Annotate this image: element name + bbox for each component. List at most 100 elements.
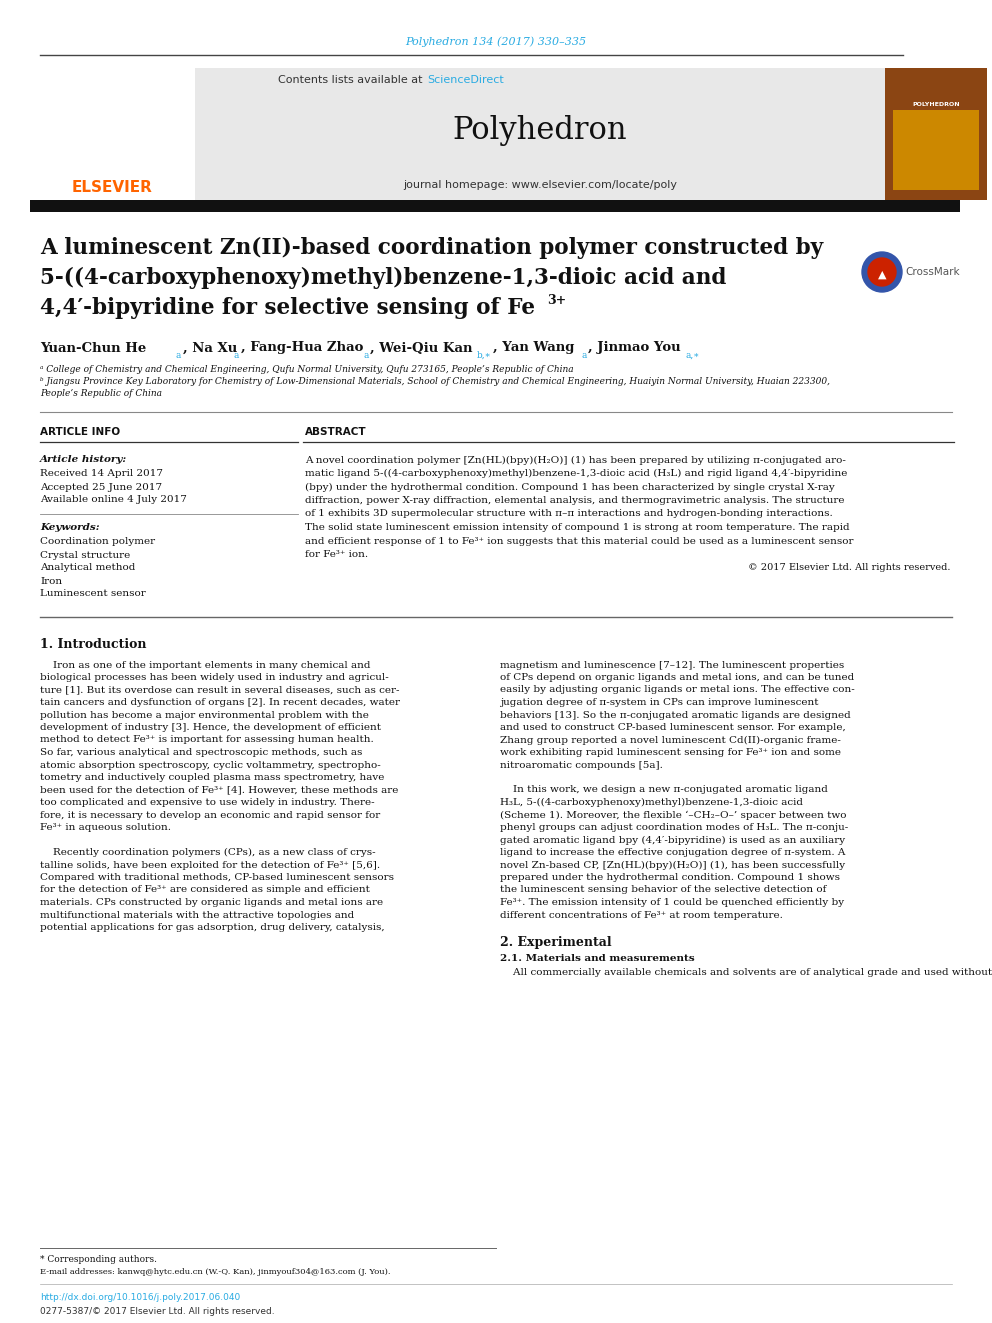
Text: ARTICLE INFO: ARTICLE INFO	[40, 427, 120, 437]
Text: development of industry [3]. Hence, the development of efficient: development of industry [3]. Hence, the …	[40, 722, 381, 732]
Bar	[30, 67, 195, 200]
Text: Yuan-Chun He: Yuan-Chun He	[40, 341, 146, 355]
Circle shape	[868, 258, 896, 286]
Text: jugation degree of π-system in CPs can improve luminescent: jugation degree of π-system in CPs can i…	[500, 699, 818, 706]
Text: Zhang group reported a novel luminescent Cd(II)-organic frame-: Zhang group reported a novel luminescent…	[500, 736, 841, 745]
Text: ᵃ College of Chemistry and Chemical Engineering, Qufu Normal University, Qufu 27: ᵃ College of Chemistry and Chemical Engi…	[40, 365, 573, 374]
Text: Iron: Iron	[40, 577, 62, 586]
Text: 0277-5387/© 2017 Elsevier Ltd. All rights reserved.: 0277-5387/© 2017 Elsevier Ltd. All right…	[40, 1307, 275, 1316]
Text: b,∗: b,∗	[477, 351, 492, 360]
Text: atomic absorption spectroscopy, cyclic voltammetry, spectropho-: atomic absorption spectroscopy, cyclic v…	[40, 761, 381, 770]
Text: and efficient response of 1 to Fe³⁺ ion suggests that this material could be use: and efficient response of 1 to Fe³⁺ ion …	[305, 537, 853, 545]
Text: 4,4′-bipyridine for selective sensing of Fe: 4,4′-bipyridine for selective sensing of…	[40, 296, 535, 319]
Text: potential applications for gas adsorption, drug delivery, catalysis,: potential applications for gas adsorptio…	[40, 923, 385, 931]
Text: behaviors [13]. So the π-conjugated aromatic ligands are designed: behaviors [13]. So the π-conjugated arom…	[500, 710, 851, 720]
Text: Coordination polymer: Coordination polymer	[40, 537, 155, 546]
Text: 2.1. Materials and measurements: 2.1. Materials and measurements	[500, 954, 694, 963]
Text: different concentrations of Fe³⁺ at room temperature.: different concentrations of Fe³⁺ at room…	[500, 910, 783, 919]
Text: , Na Xu: , Na Xu	[183, 341, 237, 355]
Text: © 2017 Elsevier Ltd. All rights reserved.: © 2017 Elsevier Ltd. All rights reserved…	[748, 564, 950, 573]
Text: of CPs depend on organic ligands and metal ions, and can be tuned: of CPs depend on organic ligands and met…	[500, 673, 854, 681]
Text: Available online 4 July 2017: Available online 4 July 2017	[40, 496, 186, 504]
Text: Polyhedron: Polyhedron	[452, 115, 627, 146]
Text: easily by adjusting organic ligands or metal ions. The effective con-: easily by adjusting organic ligands or m…	[500, 685, 855, 695]
Text: and used to construct CP-based luminescent sensor. For example,: and used to construct CP-based luminesce…	[500, 722, 846, 732]
Text: The solid state luminescent emission intensity of compound 1 is strong at room t: The solid state luminescent emission int…	[305, 523, 849, 532]
Text: * Corresponding authors.: * Corresponding authors.	[40, 1256, 157, 1265]
Text: (Scheme 1). Moreover, the flexible ‘–CH₂–O–’ spacer between two: (Scheme 1). Moreover, the flexible ‘–CH₂…	[500, 810, 846, 820]
Text: nitroaromatic compounds [5a].: nitroaromatic compounds [5a].	[500, 761, 663, 770]
Text: 3+: 3+	[547, 295, 566, 307]
Text: H₃L, 5-((4-carboxyphenoxy)methyl)benzene-1,3-dioic acid: H₃L, 5-((4-carboxyphenoxy)methyl)benzene…	[500, 798, 803, 807]
Text: a: a	[363, 351, 368, 360]
Text: for Fe³⁺ ion.: for Fe³⁺ ion.	[305, 550, 368, 560]
Text: biological processes has been widely used in industry and agricul-: biological processes has been widely use…	[40, 673, 389, 681]
Text: Fe³⁺. The emission intensity of 1 could be quenched efficiently by: Fe³⁺. The emission intensity of 1 could …	[500, 898, 844, 908]
Text: A luminescent Zn(II)-based coordination polymer constructed by: A luminescent Zn(II)-based coordination …	[40, 237, 823, 259]
Text: Accepted 25 June 2017: Accepted 25 June 2017	[40, 483, 162, 492]
Text: 2. Experimental: 2. Experimental	[500, 935, 612, 949]
Text: too complicated and expensive to use widely in industry. There-: too complicated and expensive to use wid…	[40, 798, 375, 807]
Text: Iron as one of the important elements in many chemical and: Iron as one of the important elements in…	[40, 660, 370, 669]
Text: prepared under the hydrothermal condition. Compound 1 shows: prepared under the hydrothermal conditio…	[500, 873, 840, 882]
Text: All commercially available chemicals and solvents are of analytical grade and us: All commercially available chemicals and…	[500, 968, 992, 976]
Text: phenyl groups can adjust coordination modes of H₃L. The π-conju-: phenyl groups can adjust coordination mo…	[500, 823, 848, 832]
Text: talline solids, have been exploited for the detection of Fe³⁺ [5,6].: talline solids, have been exploited for …	[40, 860, 380, 869]
Bar	[885, 67, 987, 200]
Text: a,∗: a,∗	[686, 351, 700, 360]
Text: journal homepage: www.elsevier.com/locate/poly: journal homepage: www.elsevier.com/locat…	[403, 180, 677, 191]
Text: A novel coordination polymer [Zn(HL)(bpy)(H₂O)] (1) has been prepared by utilizi: A novel coordination polymer [Zn(HL)(bpy…	[305, 455, 846, 464]
Text: materials. CPs constructed by organic ligands and metal ions are: materials. CPs constructed by organic li…	[40, 898, 383, 908]
Text: Received 14 April 2017: Received 14 April 2017	[40, 470, 163, 479]
Text: tometry and inductively coupled plasma mass spectrometry, have: tometry and inductively coupled plasma m…	[40, 773, 384, 782]
Text: Compared with traditional methods, CP-based luminescent sensors: Compared with traditional methods, CP-ba…	[40, 873, 394, 882]
Text: diffraction, power X-ray diffraction, elemental analysis, and thermogravimetric : diffraction, power X-ray diffraction, el…	[305, 496, 844, 505]
Text: pollution has become a major environmental problem with the: pollution has become a major environment…	[40, 710, 369, 720]
Text: CrossMark: CrossMark	[905, 267, 959, 277]
Text: gated aromatic ligand bpy (4,4′-bipyridine) is used as an auxiliary: gated aromatic ligand bpy (4,4′-bipyridi…	[500, 835, 845, 844]
Text: So far, various analytical and spectroscopic methods, such as: So far, various analytical and spectrosc…	[40, 747, 362, 757]
Text: the luminescent sensing behavior of the selective detection of: the luminescent sensing behavior of the …	[500, 885, 826, 894]
Text: Analytical method: Analytical method	[40, 564, 135, 573]
Text: ᵇ Jiangsu Province Key Laboratory for Chemistry of Low-Dimensional Materials, Sc: ᵇ Jiangsu Province Key Laboratory for Ch…	[40, 377, 830, 386]
Text: ▲: ▲	[878, 270, 886, 280]
Text: (bpy) under the hydrothermal condition. Compound 1 has been characterized by sin: (bpy) under the hydrothermal condition. …	[305, 483, 834, 492]
Text: http://dx.doi.org/10.1016/j.poly.2017.06.040: http://dx.doi.org/10.1016/j.poly.2017.06…	[40, 1294, 240, 1303]
Text: , Yan Wang: , Yan Wang	[493, 341, 574, 355]
Text: Recently coordination polymers (CPs), as a new class of crys-: Recently coordination polymers (CPs), as…	[40, 848, 376, 857]
Text: In this work, we design a new π-conjugated aromatic ligand: In this work, we design a new π-conjugat…	[500, 786, 828, 795]
Text: People’s Republic of China: People’s Republic of China	[40, 389, 162, 398]
Text: ELSEVIER: ELSEVIER	[71, 180, 153, 196]
Bar	[195, 67, 885, 200]
Text: E-mail addresses: kanwq@hytc.edu.cn (W.-Q. Kan), jinmyouf304@163.com (J. You).: E-mail addresses: kanwq@hytc.edu.cn (W.-…	[40, 1267, 391, 1275]
Text: a: a	[581, 351, 586, 360]
Text: ABSTRACT: ABSTRACT	[305, 427, 367, 437]
Text: magnetism and luminescence [7–12]. The luminescent properties: magnetism and luminescence [7–12]. The l…	[500, 660, 844, 669]
Text: of 1 exhibits 3D supermolecular structure with π–π interactions and hydrogen-bon: of 1 exhibits 3D supermolecular structur…	[305, 509, 832, 519]
Text: ScienceDirect: ScienceDirect	[427, 75, 504, 85]
Text: 5-((4-carboxyphenoxy)methyl)benzene-1,3-dioic acid and: 5-((4-carboxyphenoxy)methyl)benzene-1,3-…	[40, 267, 726, 288]
Text: tain cancers and dysfunction of organs [2]. In recent decades, water: tain cancers and dysfunction of organs […	[40, 699, 400, 706]
Text: a: a	[234, 351, 239, 360]
Text: POLYHEDRON: POLYHEDRON	[913, 102, 960, 106]
Text: a: a	[176, 351, 182, 360]
Text: ture [1]. But its overdose can result in several diseases, such as cer-: ture [1]. But its overdose can result in…	[40, 685, 400, 695]
Text: method to detect Fe³⁺ is important for assessing human health.: method to detect Fe³⁺ is important for a…	[40, 736, 374, 745]
Text: Fe³⁺ in aqueous solution.: Fe³⁺ in aqueous solution.	[40, 823, 171, 832]
Bar	[30, 200, 960, 212]
Text: fore, it is necessary to develop an economic and rapid sensor for: fore, it is necessary to develop an econ…	[40, 811, 380, 819]
Text: ligand to increase the effective conjugation degree of π-system. A: ligand to increase the effective conjuga…	[500, 848, 845, 857]
Text: novel Zn-based CP, [Zn(HL)(bpy)(H₂O)] (1), has been successfully: novel Zn-based CP, [Zn(HL)(bpy)(H₂O)] (1…	[500, 860, 845, 869]
Text: Article history:: Article history:	[40, 455, 127, 464]
Text: 1. Introduction: 1. Introduction	[40, 639, 147, 651]
Text: work exhibiting rapid luminescent sensing for Fe³⁺ ion and some: work exhibiting rapid luminescent sensin…	[500, 747, 841, 757]
Text: multifunctional materials with the attractive topologies and: multifunctional materials with the attra…	[40, 910, 354, 919]
Text: , Jinmao You: , Jinmao You	[588, 341, 681, 355]
Text: Luminescent sensor: Luminescent sensor	[40, 590, 146, 598]
Text: Crystal structure: Crystal structure	[40, 550, 130, 560]
Text: matic ligand 5-((4-carboxyphenoxy)methyl)benzene-1,3-dioic acid (H₃L) and rigid : matic ligand 5-((4-carboxyphenoxy)methyl…	[305, 468, 847, 478]
Text: Polyhedron 134 (2017) 330–335: Polyhedron 134 (2017) 330–335	[406, 37, 586, 48]
Text: Keywords:: Keywords:	[40, 524, 99, 532]
Text: for the detection of Fe³⁺ are considered as simple and efficient: for the detection of Fe³⁺ are considered…	[40, 885, 370, 894]
Circle shape	[862, 251, 902, 292]
